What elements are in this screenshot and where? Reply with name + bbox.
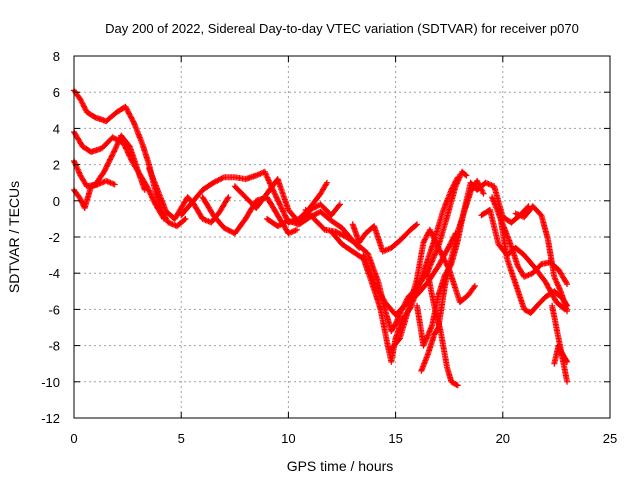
axis-ticks bbox=[73, 55, 611, 419]
series-arc-20 bbox=[497, 215, 571, 316]
series-markers bbox=[388, 226, 478, 353]
y-tick-label: -10 bbox=[41, 375, 60, 390]
data-points bbox=[71, 87, 571, 389]
x-tick-label: 15 bbox=[388, 431, 402, 446]
series-arc-5 bbox=[146, 165, 232, 226]
y-tick-label: -2 bbox=[48, 230, 60, 245]
y-tick-label: -6 bbox=[48, 302, 60, 317]
y-axis-label: SDTVAR / TECUs bbox=[6, 181, 22, 293]
x-tick-label: 5 bbox=[178, 431, 185, 446]
series-arc-14 bbox=[388, 226, 478, 353]
series-arc-13 bbox=[349, 221, 420, 255]
series-arc-23 bbox=[551, 342, 571, 367]
series-markers bbox=[146, 165, 232, 226]
x-axis-label: GPS time / hours bbox=[287, 458, 394, 474]
y-tick-label: 6 bbox=[53, 85, 60, 100]
series-arc-17 bbox=[424, 270, 461, 389]
y-tick-label: 8 bbox=[53, 49, 60, 64]
series-markers bbox=[512, 203, 571, 315]
x-tick-label: 25 bbox=[603, 431, 617, 446]
series-markers bbox=[349, 221, 420, 255]
y-tick-label: -4 bbox=[48, 266, 60, 281]
y-tick-labels: -12 -10 -8 -6 -4 -2 0 2 4 6 8 bbox=[41, 49, 60, 426]
chart-title: Day 200 of 2022, Sidereal Day-to-day VTE… bbox=[105, 21, 579, 36]
x-tick-label: 10 bbox=[281, 431, 295, 446]
x-tick-label: 20 bbox=[496, 431, 510, 446]
y-tick-label: 4 bbox=[53, 121, 60, 136]
series-markers bbox=[497, 215, 571, 316]
series-markers bbox=[424, 270, 461, 389]
x-tick-labels: 0 5 10 15 20 25 bbox=[70, 431, 617, 446]
series-arc-21 bbox=[512, 203, 571, 315]
y-tick-label: 0 bbox=[53, 194, 60, 209]
y-tick-label: -8 bbox=[48, 339, 60, 354]
y-tick-label: -12 bbox=[41, 411, 60, 426]
y-tick-label: 2 bbox=[53, 158, 60, 173]
series-markers bbox=[328, 174, 461, 365]
series-arc-11 bbox=[328, 174, 461, 365]
series-markers bbox=[551, 342, 571, 367]
x-tick-label: 0 bbox=[70, 431, 77, 446]
